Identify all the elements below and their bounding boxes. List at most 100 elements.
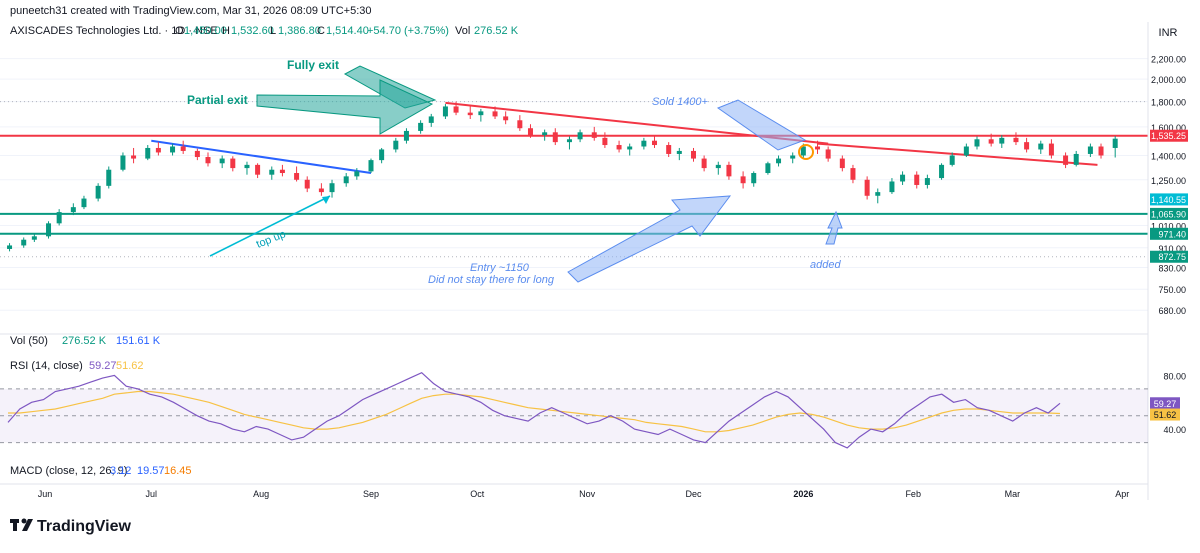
price-badge-label: 1,140.55 bbox=[1151, 195, 1186, 205]
candle-body bbox=[790, 155, 796, 159]
legend-row: AXISCADES Technologies Ltd. · 1D · NSE O… bbox=[10, 25, 519, 37]
candle-body bbox=[1024, 142, 1030, 150]
top-up-arrow-head bbox=[322, 196, 330, 204]
candles bbox=[7, 101, 1118, 252]
time-axis[interactable]: Jun Jul Aug Sep Oct Nov Dec 2026 Feb Mar Apr bbox=[38, 489, 1130, 499]
volume-indicator-label[interactable]: Vol (50) bbox=[10, 335, 48, 347]
price-axis-label: 1,010.00 bbox=[1151, 221, 1186, 231]
partial-exit-arrow bbox=[256, 79, 434, 135]
fully-exit-text: Fully exit bbox=[287, 58, 339, 72]
time-axis-label: Sep bbox=[363, 489, 379, 499]
candle-body bbox=[46, 223, 52, 237]
close-label: C bbox=[317, 25, 325, 37]
price-badge bbox=[1150, 227, 1188, 240]
price-badge bbox=[1150, 193, 1188, 206]
candle-body bbox=[418, 122, 424, 131]
price-axis[interactable]: 2,200.00 2,000.00 1,800.00 1,600.00 1,400.00… bbox=[1150, 55, 1188, 317]
candle-body bbox=[70, 207, 76, 213]
candle-body bbox=[765, 163, 771, 174]
candle-body bbox=[368, 160, 374, 172]
price-badge bbox=[1150, 250, 1188, 263]
entry-arrow bbox=[567, 195, 732, 283]
price-axis-label: 1,400.00 bbox=[1151, 151, 1186, 161]
candle-body bbox=[244, 164, 250, 169]
candle-body bbox=[963, 146, 969, 156]
rsi-value: 59.27 bbox=[89, 360, 117, 372]
candle-body bbox=[602, 137, 608, 146]
candle-body bbox=[329, 183, 335, 193]
time-axis-label: Dec bbox=[685, 489, 702, 499]
candle-body bbox=[850, 168, 856, 180]
time-axis-label: Oct bbox=[470, 489, 485, 499]
candle-body bbox=[552, 132, 558, 143]
candle-body bbox=[428, 116, 434, 123]
trend-line bbox=[151, 139, 372, 175]
candle-body bbox=[924, 178, 930, 185]
price-axis-label: 2,000.00 bbox=[1151, 75, 1186, 85]
price-axis-label: 1,600.00 bbox=[1151, 123, 1186, 133]
price-badge bbox=[1150, 129, 1188, 142]
entry-text-2: Did not stay there for long bbox=[428, 274, 555, 286]
candle-body bbox=[666, 145, 672, 154]
candle-body bbox=[31, 236, 37, 240]
macd-value-3: 16.45 bbox=[164, 465, 192, 477]
rsi-ma-badge-label: 51.62 bbox=[1154, 410, 1177, 420]
candle-body bbox=[690, 150, 696, 159]
candle-body bbox=[988, 139, 994, 144]
candle-body bbox=[1038, 143, 1044, 150]
candle-body bbox=[864, 179, 870, 196]
rsi-indicator-label[interactable]: RSI (14, close) bbox=[10, 360, 83, 372]
price-axis-label: 910.00 bbox=[1158, 244, 1186, 254]
added-arrow bbox=[825, 210, 843, 245]
sold-arrow bbox=[716, 99, 807, 151]
macd-indicator-label[interactable]: MACD (close, 12, 26, 9) bbox=[10, 465, 127, 477]
high-label: H bbox=[222, 25, 230, 37]
candle-body bbox=[21, 239, 27, 246]
price-axis-label: 680.00 bbox=[1158, 306, 1186, 316]
symbol-name[interactable]: AXISCADES Technologies Ltd. · 1D · NSE bbox=[10, 25, 218, 37]
sold-marker bbox=[798, 144, 814, 160]
candle-body bbox=[56, 212, 62, 224]
candle-body bbox=[393, 140, 399, 150]
time-axis-label: 2026 bbox=[793, 489, 813, 499]
candle-body bbox=[726, 164, 732, 177]
time-axis-label: Jun bbox=[38, 489, 53, 499]
candle-body bbox=[825, 149, 831, 159]
price-axis-label: 830.00 bbox=[1158, 263, 1186, 273]
logo-stem bbox=[13, 519, 17, 531]
candle-body bbox=[889, 181, 895, 193]
candle-body bbox=[566, 139, 572, 143]
volume-ma-value: 151.61 K bbox=[116, 335, 161, 347]
candle-body bbox=[1048, 143, 1054, 156]
rsi-ma-value: 51.62 bbox=[116, 360, 144, 372]
candle-body bbox=[205, 157, 211, 164]
candle-body bbox=[1098, 146, 1104, 156]
rsi-band bbox=[0, 388, 1148, 443]
candle-body bbox=[95, 185, 101, 199]
tradingview-logo[interactable]: TradingView bbox=[10, 518, 132, 535]
candle-body bbox=[230, 158, 236, 169]
partial-exit-text: Partial exit bbox=[187, 93, 248, 107]
change-value: +54.70 (+3.75%) bbox=[367, 25, 449, 37]
rsi-badge bbox=[1150, 397, 1180, 410]
candle-body bbox=[875, 192, 881, 196]
volume-label: Vol bbox=[455, 25, 470, 37]
candle-body bbox=[641, 140, 647, 147]
candle-body bbox=[354, 171, 360, 177]
candle-body bbox=[527, 128, 533, 136]
time-axis-label: Apr bbox=[1115, 489, 1129, 499]
rsi-badge-label: 59.27 bbox=[1154, 399, 1177, 409]
time-axis-label: Nov bbox=[579, 489, 596, 499]
candle-body bbox=[751, 173, 757, 184]
candle-body bbox=[155, 147, 161, 153]
candle-body bbox=[800, 146, 806, 156]
price-axis-label: 1,250.00 bbox=[1151, 176, 1186, 186]
price-badge-label: 1,065.90 bbox=[1151, 209, 1186, 219]
currency-label[interactable]: INR bbox=[1159, 27, 1178, 39]
annotation-texts: Fully exit Partial exit Sold 1400+ top u… bbox=[187, 58, 841, 286]
volume-legend: Vol (50) 276.52 K 151.61 K bbox=[10, 335, 161, 347]
candle-body bbox=[343, 176, 349, 184]
